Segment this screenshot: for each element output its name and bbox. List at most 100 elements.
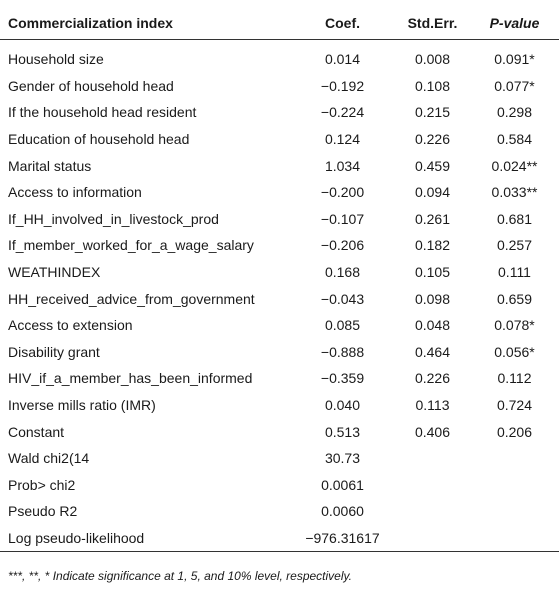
header-std-err: Std.Err. [407,14,458,31]
regression-results-table: Commercialization index Coef. Std.Err. P… [0,6,559,552]
cell-coef: 1.034 [324,157,361,174]
cell-variable: Wald chi2(14 [8,450,90,467]
cell-std-err [395,472,470,499]
cell-std-err: 0.098 [414,290,451,307]
cell-coef: 0.085 [324,317,361,334]
cell-p-value: 0.091* [494,51,535,68]
cell-p-value: 0.078* [494,317,535,334]
cell-variable: HIV_if_a_member_has_been_informed [8,370,253,387]
cell-variable: Access to information [8,184,142,201]
cell-std-err: 0.464 [414,343,451,360]
table-row: Education of household head 0.124 0.226 0.5… [0,126,559,153]
cell-variable: If_member_worked_for_a_wage_salary [8,237,254,254]
header-coef: Coef. [325,14,360,31]
table-row: If_HH_involved_in_livestock_prod −0.107 0.… [0,206,559,233]
table-row: Access to information −0.200 0.094 0.033** [0,179,559,206]
table-row: Gender of household head −0.192 0.108 0.077… [0,73,559,100]
cell-coef: 0.040 [324,397,361,414]
cell-variable: If_HH_involved_in_livestock_prod [8,210,219,227]
cell-variable: Pseudo R2 [8,503,78,520]
cell-std-err: 0.113 [415,397,450,414]
cell-p-value: 0.724 [496,397,533,414]
cell-p-value: 0.033** [491,184,538,201]
cell-std-err [395,445,470,472]
cell-std-err: 0.182 [414,237,451,254]
table-row: If the household head resident −0.224 0.21… [0,99,559,126]
table-row: Constant 0.513 0.406 0.206 [0,418,559,445]
cell-std-err [395,498,470,525]
cell-coef: 0.124 [324,131,361,148]
cell-coef: 0.0060 [321,503,364,520]
cell-std-err: 0.215 [414,104,451,121]
table-row: Inverse mills ratio (IMR) 0.040 0.113 0.724 [0,392,559,419]
cell-variable: Gender of household head [8,77,174,94]
cell-variable: If the household head resident [8,104,197,121]
cell-std-err: 0.048 [414,317,451,334]
table-row: Log pseudo-likelihood −976.31617 [0,525,559,552]
cell-coef: −0.043 [320,290,365,307]
cell-coef: −0.888 [320,343,365,360]
cell-std-err [395,525,470,552]
cell-coef: −0.359 [320,370,365,387]
cell-p-value: 0.024** [491,157,538,174]
cell-std-err: 0.406 [414,423,451,440]
cell-variable: Access to extension [8,317,133,334]
cell-variable: Household size [8,51,104,68]
cell-std-err: 0.226 [414,131,451,148]
cell-std-err: 0.261 [414,210,451,227]
cell-variable: Prob> chi2 [8,476,76,493]
cell-coef: −0.107 [320,210,365,227]
cell-variable: Education of household head [8,131,190,148]
cell-coef: −0.192 [320,77,365,94]
cell-variable: Constant [8,423,65,440]
cell-p-value: 0.111 [498,264,531,281]
table-row: If_member_worked_for_a_wage_salary −0.206… [0,232,559,259]
cell-variable: WEATHINDEX [8,264,101,281]
cell-p-value [470,498,559,525]
cell-p-value: 0.112 [497,370,532,387]
cell-std-err: 0.226 [414,370,451,387]
cell-variable: Log pseudo-likelihood [8,529,145,546]
cell-p-value: 0.077* [494,77,535,94]
cell-p-value: 0.056* [494,343,535,360]
table-row: Pseudo R2 0.0060 [0,498,559,525]
cell-p-value: 0.298 [496,104,533,121]
table-header-row: Commercialization index Coef. Std.Err. P… [0,6,559,40]
table-row: Access to extension 0.085 0.048 0.078* [0,312,559,339]
cell-std-err: 0.459 [414,157,451,174]
table-row: Prob> chi2 0.0061 [0,472,559,499]
header-variable: Commercialization index [8,14,173,31]
cell-coef: −976.31617 [305,529,380,546]
cell-p-value: 0.584 [496,131,533,148]
cell-coef: 0.014 [324,51,361,68]
cell-std-err: 0.108 [414,77,451,94]
table-row: Household size 0.014 0.008 0.091* [0,40,559,73]
table-row: HH_received_advice_from_government −0.043… [0,285,559,312]
significance-note: ***, **, * Indicate significance at 1, 5… [8,569,352,583]
table-row: WEATHINDEX 0.168 0.105 0.111 [0,259,559,286]
cell-std-err: 0.105 [414,264,451,281]
cell-coef: −0.224 [320,104,365,121]
table-row: Wald chi2(14 30.73 [0,445,559,472]
cell-variable: Disability grant [8,343,100,360]
cell-variable: HH_received_advice_from_government [8,290,255,307]
cell-coef: 0.168 [324,264,361,281]
cell-coef: 30.73 [324,450,361,467]
table-body: Household size 0.014 0.008 0.091* Gender of … [0,40,559,552]
cell-coef: −0.206 [320,237,365,254]
cell-variable: Marital status [8,157,92,174]
cell-p-value: 0.681 [496,210,533,227]
cell-coef: 0.513 [324,423,361,440]
cell-coef: 0.0061 [321,476,364,493]
cell-coef: −0.200 [320,184,365,201]
cell-variable: Inverse mills ratio (IMR) [8,397,156,414]
cell-p-value: 0.257 [496,237,533,254]
cell-p-value [470,525,559,552]
cell-p-value [470,445,559,472]
table-row: HIV_if_a_member_has_been_informed −0.359 0… [0,365,559,392]
header-p-value: P-value [489,14,540,31]
cell-std-err: 0.094 [414,184,451,201]
table-row: Marital status 1.034 0.459 0.024** [0,152,559,179]
table-row: Disability grant −0.888 0.464 0.056* [0,339,559,366]
